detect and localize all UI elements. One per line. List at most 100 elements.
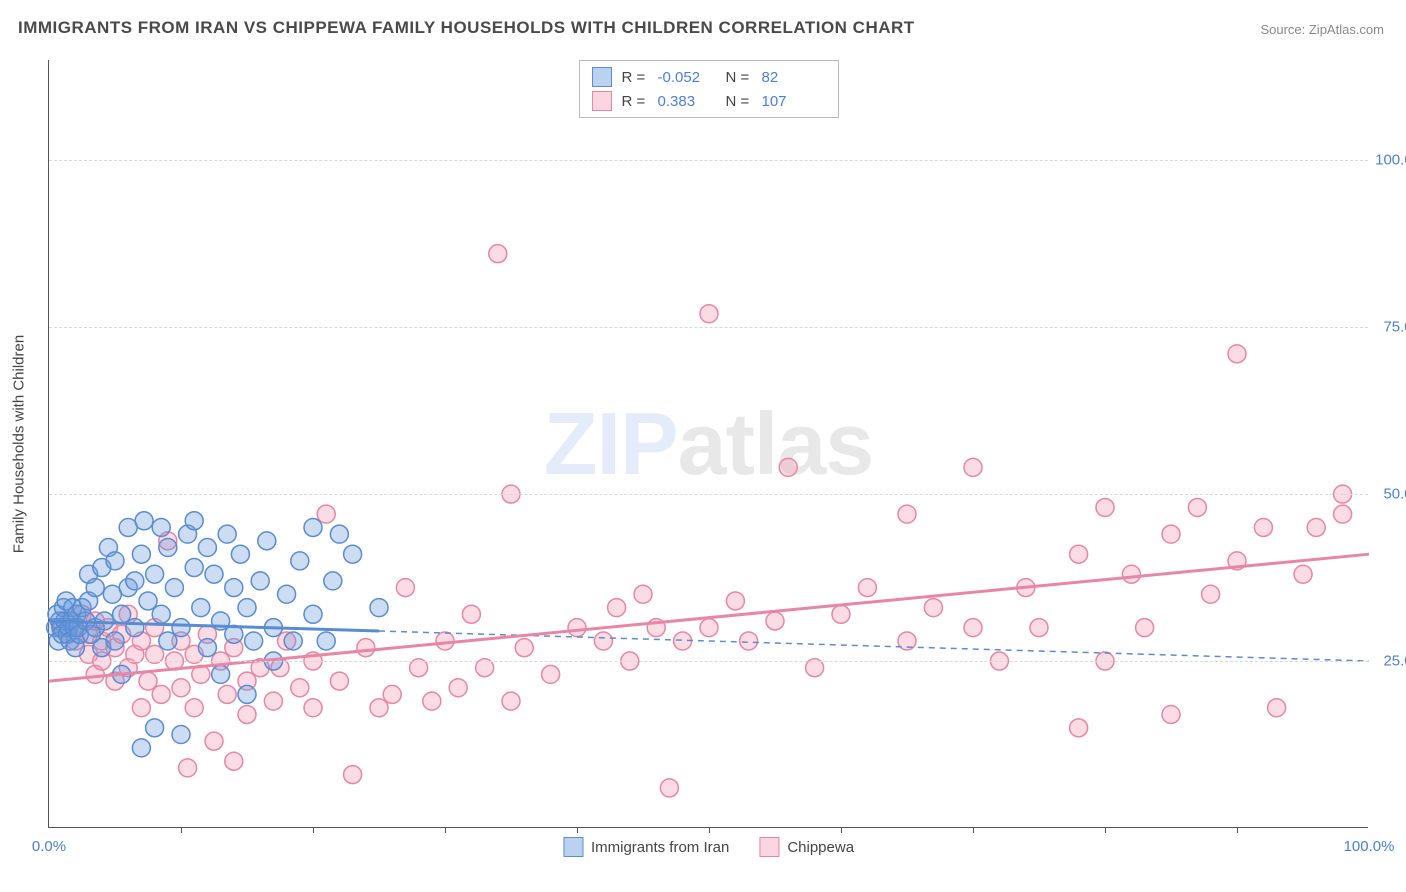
data-point (1162, 705, 1180, 723)
swatch-icon (592, 91, 612, 111)
legend-label: Immigrants from Iran (591, 839, 729, 856)
legend-label: Chippewa (787, 839, 854, 856)
data-point (370, 599, 388, 617)
data-point (370, 699, 388, 717)
data-point (135, 512, 153, 530)
data-point (132, 699, 150, 717)
data-point (330, 525, 348, 543)
data-point (1136, 619, 1154, 637)
plot-area: Family Households with Children ZIPatlas… (48, 60, 1368, 828)
data-point (218, 525, 236, 543)
data-point (462, 605, 480, 623)
data-point (700, 305, 718, 323)
data-point (159, 539, 177, 557)
data-point (396, 579, 414, 597)
x-tick (841, 827, 842, 833)
data-point (152, 605, 170, 623)
data-point (139, 672, 157, 690)
data-point (304, 518, 322, 536)
data-point (152, 518, 170, 536)
data-point (594, 632, 612, 650)
data-point (251, 572, 269, 590)
data-point (185, 699, 203, 717)
data-point (304, 605, 322, 623)
data-point (139, 592, 157, 610)
data-point (291, 679, 309, 697)
y-axis-label: Family Households with Children (11, 334, 28, 552)
x-tick (1237, 827, 1238, 833)
y-tick-label: 25.0% (1383, 653, 1406, 670)
x-tick (445, 827, 446, 833)
data-point (172, 679, 190, 697)
legend-item-chippewa: Chippewa (759, 837, 854, 857)
data-point (205, 732, 223, 750)
swatch-icon (759, 837, 779, 857)
source-link[interactable]: Source: ZipAtlas.com (1260, 22, 1384, 37)
x-tick-label: 100.0% (1344, 838, 1395, 855)
data-point (1070, 719, 1088, 737)
data-point (832, 605, 850, 623)
data-point (423, 692, 441, 710)
data-point (766, 612, 784, 630)
data-point (172, 726, 190, 744)
x-tick (1105, 827, 1106, 833)
data-point (264, 692, 282, 710)
data-point (700, 619, 718, 637)
data-point (126, 619, 144, 637)
gridline (49, 494, 1368, 495)
x-tick (709, 827, 710, 833)
data-point (132, 545, 150, 563)
data-point (1030, 619, 1048, 637)
data-point (568, 619, 586, 637)
r-label: R = (622, 93, 648, 110)
data-point (858, 579, 876, 597)
data-point (489, 245, 507, 263)
data-point (172, 619, 190, 637)
data-point (1307, 518, 1325, 536)
data-point (1228, 345, 1246, 363)
data-point (113, 605, 131, 623)
data-point (608, 599, 626, 617)
data-point (238, 599, 256, 617)
data-point (660, 779, 678, 797)
data-point (1070, 545, 1088, 563)
data-point (317, 632, 335, 650)
data-point (898, 505, 916, 523)
data-point (126, 572, 144, 590)
n-label: N = (726, 93, 752, 110)
data-point (1294, 565, 1312, 583)
data-point (225, 752, 243, 770)
data-point (205, 565, 223, 583)
data-point (1202, 585, 1220, 603)
data-point (86, 579, 104, 597)
data-point (152, 685, 170, 703)
data-point (1188, 498, 1206, 516)
data-point (258, 532, 276, 550)
data-point (964, 619, 982, 637)
source-prefix: Source: (1260, 22, 1308, 37)
gridline (49, 327, 1368, 328)
data-point (132, 739, 150, 757)
data-point (324, 572, 342, 590)
data-point (304, 699, 322, 717)
data-point (179, 759, 197, 777)
data-point (278, 585, 296, 603)
legend-item-iran: Immigrants from Iran (563, 837, 729, 857)
y-tick-label: 75.0% (1383, 319, 1406, 336)
x-tick (577, 827, 578, 833)
data-point (225, 579, 243, 597)
data-point (383, 685, 401, 703)
data-point (502, 692, 520, 710)
data-point (106, 632, 124, 650)
source-name: ZipAtlas.com (1309, 22, 1384, 37)
y-tick-label: 100.0% (1375, 152, 1406, 169)
trend-line (49, 554, 1369, 681)
data-point (634, 585, 652, 603)
data-point (106, 552, 124, 570)
data-point (198, 539, 216, 557)
n-label: N = (726, 69, 752, 86)
swatch-icon (592, 67, 612, 87)
x-tick (973, 827, 974, 833)
data-point (212, 665, 230, 683)
data-point (330, 672, 348, 690)
